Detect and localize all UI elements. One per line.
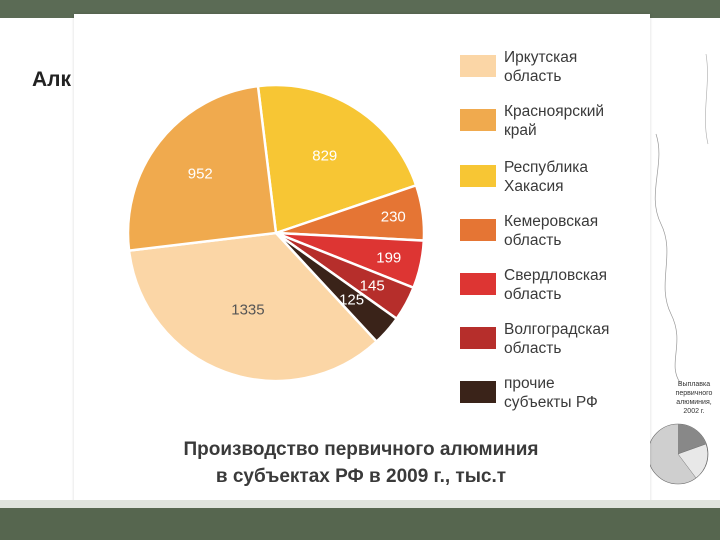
- legend-item-irkutsk: Иркутская область: [460, 48, 650, 92]
- background-map-outline: [654, 53, 709, 385]
- data-label-khakassia: 829: [312, 147, 337, 164]
- background-slide-title: Алк: [32, 68, 72, 91]
- legend-label-krasnoyarsk: Красноярский край: [504, 103, 605, 139]
- data-label-krasnoyarsk: 952: [188, 166, 213, 183]
- legend-label-irkutsk: Иркутская область: [504, 49, 578, 85]
- legend-label-volgograd: Волгоградская область: [504, 321, 610, 357]
- data-label-volgograd: 145: [360, 277, 385, 294]
- background-thumb-caption: Выплавка первичного алюминия, 2002 г.: [675, 381, 713, 415]
- legend-swatch: [460, 109, 496, 131]
- legend-label-sverdlovsk: Свердловская область: [504, 267, 607, 303]
- legend-swatch: [460, 273, 496, 295]
- background-thumb-pie: [647, 423, 709, 485]
- legend-swatch: [460, 55, 496, 77]
- pie-slice-irkutsk: [127, 231, 379, 383]
- legend-label-khakassia: Республика Хакасия: [504, 159, 588, 195]
- pie-slice-khakassia: [256, 83, 418, 235]
- data-label-kemerovo: 230: [381, 209, 406, 226]
- chart-title: Производство первичного алюминия в субъе…: [183, 439, 539, 487]
- chart-slide: 829 230 199 145 125 1335 952: [74, 14, 650, 512]
- data-label-irkutsk: 1335: [231, 301, 264, 318]
- legend-item-volgograd: Волгоградская область: [460, 320, 650, 364]
- legend-item-kemerovo: Кемеровская область: [460, 212, 650, 256]
- bottom-bar: [0, 508, 720, 540]
- legend-swatch: [460, 381, 496, 403]
- background-slide-right: Выплавка первичного алюминия, 2002 г.: [636, 24, 720, 504]
- bottom-stripe: [0, 500, 720, 508]
- background-slide-left: Алк: [0, 24, 76, 504]
- legend-item-khakassia: Республика Хакасия: [460, 158, 650, 202]
- legend-label-other: прочие субъекты РФ: [504, 375, 598, 411]
- legend-label-kemerovo: Кемеровская область: [504, 213, 599, 249]
- legend-swatch: [460, 165, 496, 187]
- legend-swatch: [460, 219, 496, 241]
- data-label-sverdlovsk: 199: [376, 250, 401, 267]
- legend-swatch: [460, 327, 496, 349]
- pie-slice-krasnoyarsk: [126, 84, 278, 253]
- legend-item-other: прочие субъекты РФ: [460, 374, 650, 418]
- top-bar: [0, 0, 720, 18]
- legend-item-sverdlovsk: Свердловская область: [460, 266, 650, 310]
- legend-item-krasnoyarsk: Красноярский край: [460, 102, 650, 146]
- data-label-other: 125: [339, 291, 364, 308]
